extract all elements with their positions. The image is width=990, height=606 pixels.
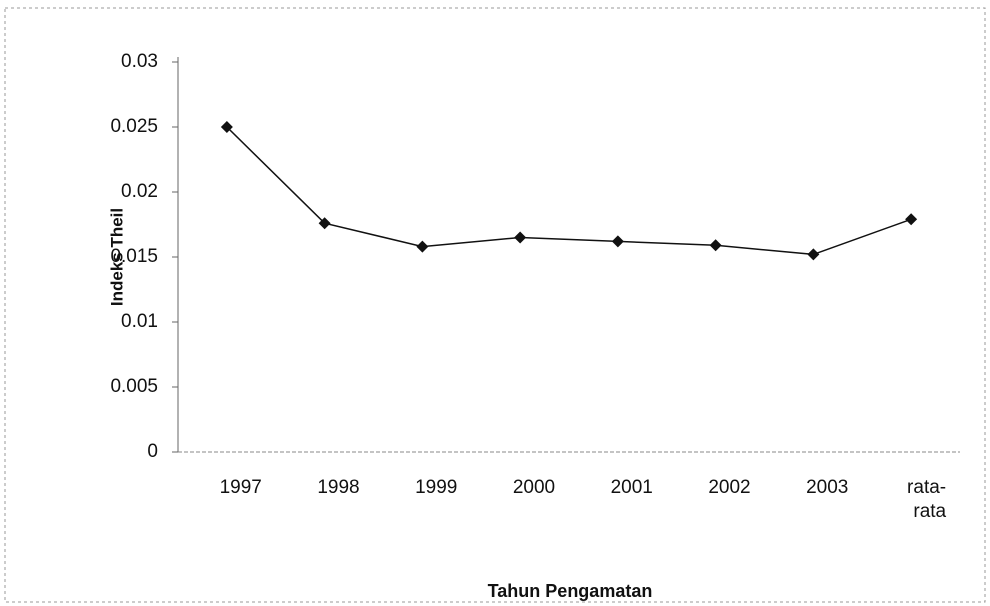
marker xyxy=(709,239,722,252)
x-tick-label: 2002 xyxy=(708,477,751,498)
x-tick-label: 1998 xyxy=(317,477,360,498)
marker xyxy=(514,231,527,244)
y-tick-label: 0 xyxy=(147,441,158,462)
marker xyxy=(318,217,331,230)
x-axis-title: Tahun Pengamatan xyxy=(488,581,653,601)
marker xyxy=(807,248,820,261)
chart-border xyxy=(4,7,986,603)
x-tick-label: 1999 xyxy=(415,477,458,498)
marker xyxy=(611,235,624,248)
y-axis-title: Indeks Theil xyxy=(107,208,126,306)
y-tick-label: 0.015 xyxy=(110,246,158,267)
x-tick-label: 1997 xyxy=(219,477,262,498)
x-tick-label: 2001 xyxy=(610,477,653,498)
x-tick-label: 2000 xyxy=(512,477,556,498)
x-tick-label: 2003 xyxy=(806,477,849,498)
x-tick-label: rata-rata xyxy=(907,477,947,522)
marker xyxy=(905,213,918,226)
marker xyxy=(416,240,429,253)
y-tick-label: 0.01 xyxy=(121,311,158,332)
y-tick-label: 0.03 xyxy=(121,51,158,72)
y-tick-label: 0.025 xyxy=(110,116,158,137)
y-tick-label: 0.005 xyxy=(110,376,158,397)
line xyxy=(226,126,912,256)
y-tick-label: 0.02 xyxy=(121,181,158,202)
marker xyxy=(220,121,233,133)
